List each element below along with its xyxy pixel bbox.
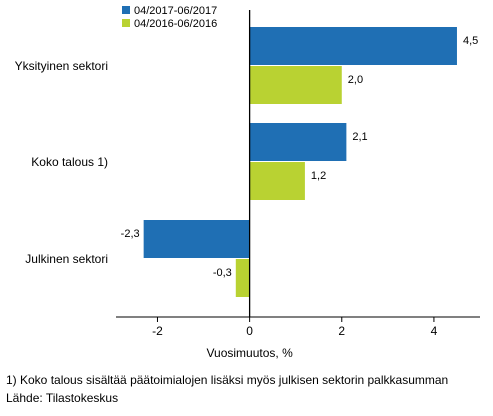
legend-swatch-1 xyxy=(122,6,130,14)
legend-swatch-2 xyxy=(122,19,130,27)
legend-label-1: 04/2017-06/2017 xyxy=(134,5,217,17)
axes: -2 0 2 4 Vuosimuutos, % xyxy=(116,10,480,360)
x-tick-label: 0 xyxy=(246,324,253,338)
value-labels: 4,5 2,0 2,1 1,2 -2,3 -0,3 xyxy=(121,35,479,279)
category-label: Koko talous 1) xyxy=(31,155,108,169)
bar-2-3 xyxy=(235,259,250,297)
x-tick-label: -2 xyxy=(152,324,163,338)
value-label: 1,2 xyxy=(311,170,326,182)
x-axis-label: Vuosimuutos, % xyxy=(206,346,293,360)
x-tick-label: 4 xyxy=(431,324,438,338)
bar-2-1 xyxy=(249,66,342,104)
x-tick-label: 2 xyxy=(338,324,345,338)
value-label: -2,3 xyxy=(121,228,140,240)
value-label: -0,3 xyxy=(213,267,232,279)
bars xyxy=(143,27,457,297)
category-label: Yksityinen sektori xyxy=(15,59,108,73)
bar-1-1 xyxy=(249,27,457,65)
legend-label-2: 04/2016-06/2016 xyxy=(134,18,217,30)
category-label: Julkinen sektori xyxy=(25,252,108,266)
bar-2-2 xyxy=(249,162,305,200)
category-labels: Yksityinen sektori Koko talous 1) Julkinen… xyxy=(15,59,108,266)
source-note: Lähde: Tilastokeskus xyxy=(6,391,119,405)
value-label: 2,1 xyxy=(352,131,367,143)
footnote: 1) Koko talous sisältää päätoimialojen l… xyxy=(6,373,449,387)
value-label: 2,0 xyxy=(348,74,363,86)
bar-1-3 xyxy=(143,220,250,258)
bar-1-2 xyxy=(249,123,347,161)
value-label: 4,5 xyxy=(463,35,478,47)
